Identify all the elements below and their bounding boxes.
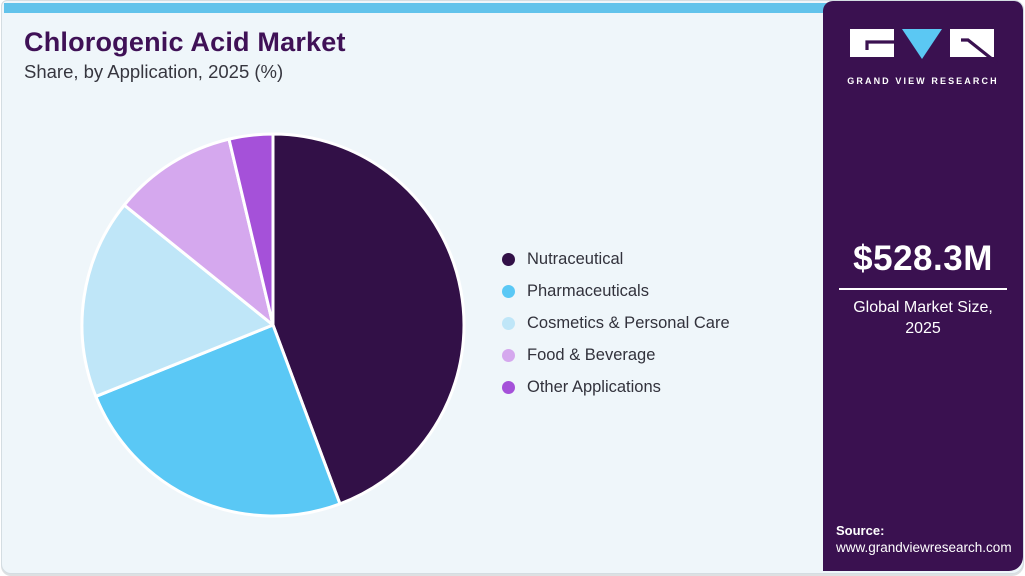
legend-item: Other Applications — [502, 371, 730, 403]
pie-slice-nutraceutical — [271, 132, 466, 506]
pie-slice-cosmetics-personal-care — [80, 203, 275, 398]
source-label: Source: — [836, 523, 885, 538]
legend-item: Cosmetics & Personal Care — [502, 307, 730, 339]
legend-item: Food & Beverage — [502, 339, 730, 371]
legend-item: Nutraceutical — [502, 243, 730, 275]
page-subtitle: Share, by Application, 2025 (%) — [24, 61, 284, 82]
legend-label: Other Applications — [527, 377, 661, 396]
market-size-value: $528.3M — [853, 239, 993, 278]
legend-swatch — [502, 252, 515, 266]
divider — [839, 288, 1007, 290]
pie-slice-other-applications — [227, 132, 275, 327]
market-size-label-line1: Global Market Size, — [853, 299, 993, 316]
source-url[interactable]: www.grandviewresearch.com — [836, 540, 1012, 555]
pie-chart-svg — [80, 132, 466, 518]
top-accent-bar — [4, 3, 1021, 13]
legend-label: Cosmetics & Personal Care — [527, 313, 730, 332]
sidebar: GRAND VIEW RESEARCH $528.3M Global Marke… — [823, 1, 1023, 571]
legend-swatch — [502, 316, 515, 330]
legend-label: Food & Beverage — [527, 345, 656, 364]
chart-legend: Nutraceutical Pharmaceuticals Cosmetics & … — [502, 243, 730, 403]
source-block: Source: www.grandviewresearch.com — [836, 523, 1012, 555]
pie-chart — [78, 130, 468, 520]
legend-swatch — [502, 380, 515, 394]
legend-label: Nutraceutical — [527, 249, 624, 268]
gvr-logo-icon — [850, 29, 998, 65]
brand-name: GRAND VIEW RESEARCH — [847, 76, 999, 86]
legend-item: Pharmaceuticals — [502, 275, 730, 307]
gvr-logo: GRAND VIEW RESEARCH — [843, 25, 1003, 86]
market-size-block: $528.3M Global Market Size, 2025 — [823, 239, 1023, 339]
pie-slice-food-beverage — [122, 137, 275, 327]
legend-swatch — [502, 348, 515, 362]
market-size-label-line2: 2025 — [905, 320, 941, 337]
page-title: Chlorogenic Acid Market — [24, 27, 346, 57]
legend-label: Pharmaceuticals — [527, 281, 649, 300]
legend-swatch — [502, 284, 515, 298]
